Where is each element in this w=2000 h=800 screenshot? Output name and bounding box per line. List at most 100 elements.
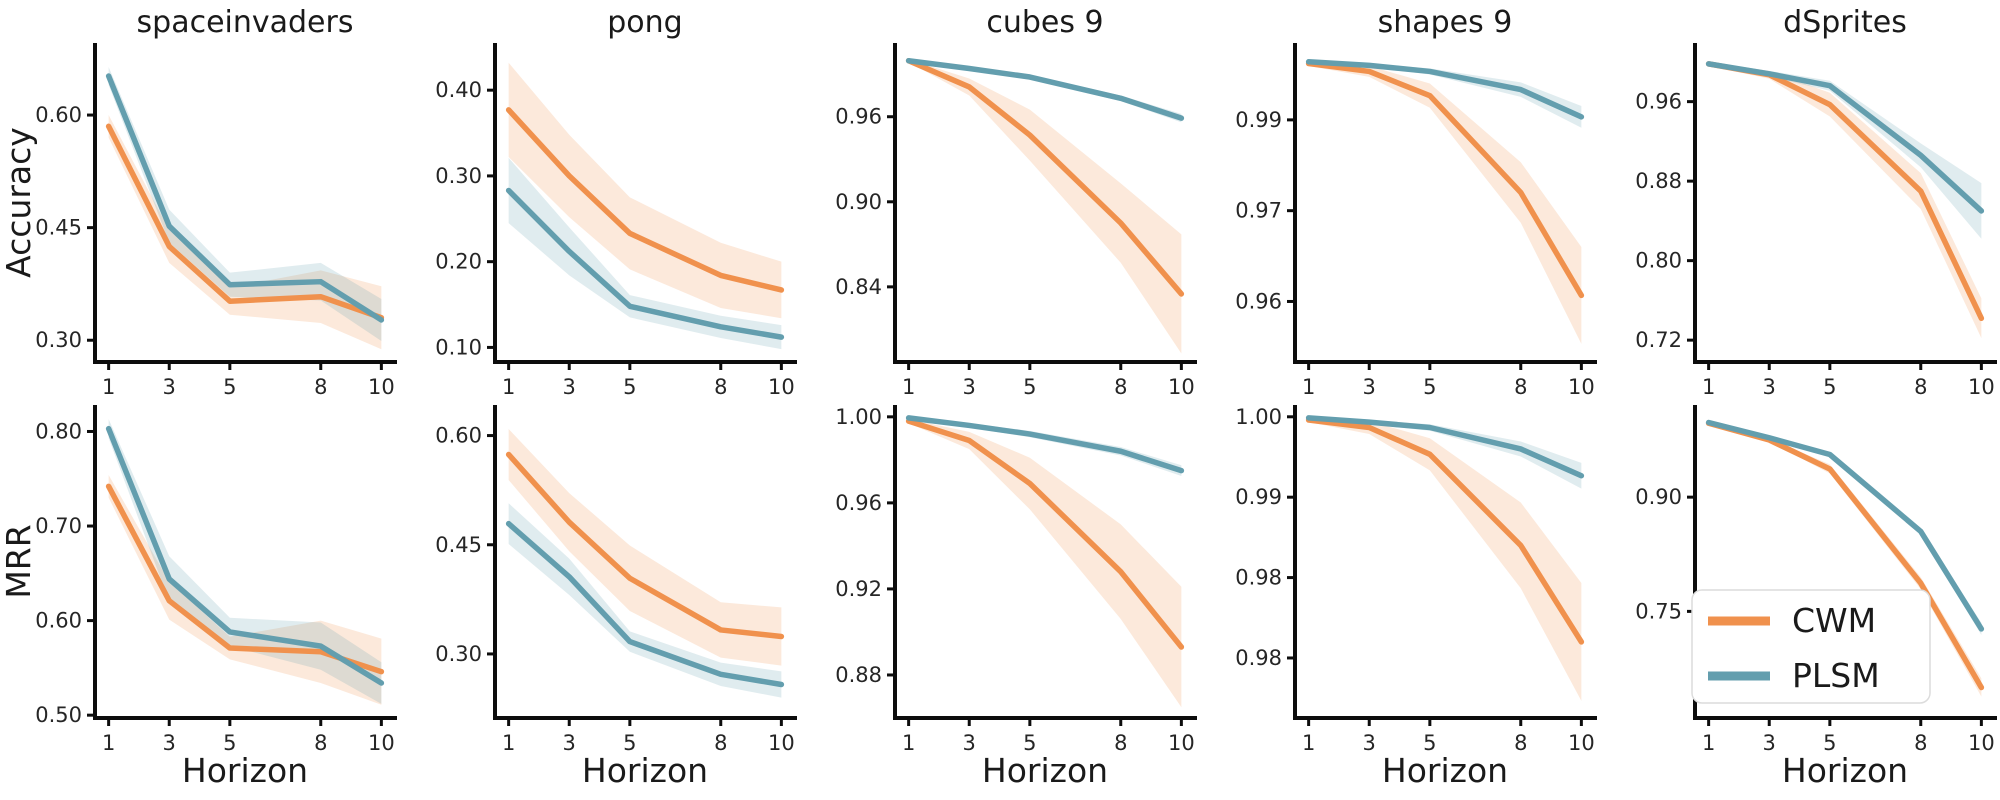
line-plsm (905, 415, 1185, 474)
subplot-title: dSprites (1783, 5, 1907, 40)
x-tick-label: 10 (1968, 375, 1995, 399)
band-plsm (108, 67, 382, 341)
x-tick-label: 5 (223, 375, 236, 399)
line-cwm (105, 123, 385, 321)
band-cwm (108, 115, 382, 350)
x-tick-label: 1 (902, 375, 915, 399)
y-tick-label: 0.96 (835, 491, 882, 515)
y-tick-label: 1.00 (835, 405, 882, 429)
line-plsm (905, 57, 1185, 121)
y-tick-label: 0.88 (1635, 169, 1682, 193)
y-tick-label: 0.92 (835, 577, 882, 601)
line-plsm (1705, 61, 1985, 214)
x-tick-label: 10 (1968, 731, 1995, 755)
line-plsm (505, 187, 785, 340)
line-plsm (1705, 419, 1985, 632)
line-cwm (1305, 417, 1585, 645)
band-plsm (108, 419, 382, 704)
x-tick-label: 1 (1302, 731, 1315, 755)
y-tick-label: 0.80 (35, 419, 82, 443)
y-tick-label: 0.96 (835, 105, 882, 129)
x-axis-label: Horizon (582, 751, 708, 790)
x-tick-label: 3 (163, 375, 176, 399)
legend-label: PLSM (1792, 656, 1880, 695)
y-axis-label: MRR (0, 524, 38, 598)
x-tick-label: 8 (714, 375, 727, 399)
y-tick-label: 0.90 (1635, 485, 1682, 509)
y-tick-label: 0.96 (1635, 90, 1682, 114)
x-tick-label: 3 (1763, 375, 1776, 399)
line-plsm (105, 73, 385, 323)
y-tick-label: 0.60 (35, 609, 82, 633)
x-tick-label: 1 (1702, 375, 1715, 399)
x-tick-label: 8 (1914, 375, 1927, 399)
x-tick-label: 3 (563, 375, 576, 399)
subplot-spaceinvaders-mrr: 0.80 0.70 0.60 0.50 1 3 5 8 10 MRR Horizon (0, 405, 397, 790)
x-tick-label: 1 (1702, 731, 1715, 755)
line-plsm (1305, 59, 1585, 120)
x-tick-label: 8 (1514, 375, 1527, 399)
y-tick-label: 0.45 (35, 216, 82, 240)
subplot-title: spaceinvaders (137, 5, 354, 40)
line-plsm (105, 425, 385, 686)
y-tick-label: 0.96 (1235, 289, 1282, 313)
x-tick-label: 3 (963, 375, 976, 399)
x-tick-label: 1 (1302, 375, 1315, 399)
y-tick-label: 0.84 (835, 275, 882, 299)
y-tick-label: 0.88 (835, 663, 882, 687)
band-cwm (908, 418, 1182, 708)
x-tick-label: 10 (768, 375, 795, 399)
x-tick-label: 8 (1514, 731, 1527, 755)
subplot-dsprites-mrr: 0.90 0.75 1 3 5 8 10 Horizon CWM PLSM (1635, 405, 1997, 790)
legend: CWM PLSM (1691, 589, 1931, 704)
subplot-pong-mrr: 0.60 0.45 0.30 1 3 5 8 10 Horizon (435, 405, 797, 790)
x-tick-label: 5 (223, 731, 236, 755)
y-tick-label: 0.45 (435, 533, 482, 557)
x-axis-label: Horizon (1782, 751, 1908, 790)
x-tick-label: 5 (1423, 375, 1436, 399)
x-tick-label: 10 (1168, 731, 1195, 755)
y-tick-label: 0.99 (1235, 108, 1282, 132)
line-plsm (1305, 415, 1585, 479)
y-tick-label: 0.98 (1235, 566, 1282, 590)
x-tick-label: 8 (714, 731, 727, 755)
x-axis-label: Horizon (182, 751, 308, 790)
x-tick-label: 8 (1914, 731, 1927, 755)
x-tick-label: 8 (314, 375, 327, 399)
y-tick-label: 0.99 (1235, 485, 1282, 509)
line-plsm (505, 520, 785, 688)
x-tick-label: 10 (768, 731, 795, 755)
y-tick-label: 0.40 (435, 78, 482, 102)
y-tick-label: 0.60 (35, 103, 82, 127)
x-tick-label: 1 (502, 731, 515, 755)
y-tick-label: 0.30 (435, 642, 482, 666)
y-tick-label: 0.50 (35, 703, 82, 727)
subplot-cubes9-accuracy: 0.96 0.90 0.84 1 3 5 8 10 cubes 9 (835, 5, 1197, 399)
x-tick-label: 3 (1763, 731, 1776, 755)
y-tick-label: 0.98 (1235, 646, 1282, 670)
y-tick-label: 0.70 (35, 514, 82, 538)
x-tick-label: 10 (1168, 375, 1195, 399)
subplot-pong-accuracy: 0.40 0.30 0.20 0.10 1 3 5 8 10 pong (435, 5, 797, 399)
y-tick-label: 0.10 (435, 335, 482, 359)
band-cwm (508, 429, 782, 666)
y-tick-label: 0.30 (435, 164, 482, 188)
band-plsm (1708, 61, 1982, 239)
line-cwm (505, 107, 785, 293)
x-tick-label: 1 (502, 375, 515, 399)
x-tick-label: 1 (902, 731, 915, 755)
x-tick-label: 3 (963, 731, 976, 755)
x-tick-label: 3 (163, 731, 176, 755)
y-tick-label: 0.75 (1635, 599, 1682, 623)
x-tick-label: 5 (1823, 375, 1836, 399)
y-tick-label: 0.80 (1635, 249, 1682, 273)
y-tick-label: 0.20 (435, 250, 482, 274)
line-cwm (905, 57, 1185, 297)
x-tick-label: 1 (102, 731, 115, 755)
x-tick-label: 5 (1823, 731, 1836, 755)
legend-label: CWM (1792, 601, 1876, 640)
x-axis-label: Horizon (982, 751, 1108, 790)
x-tick-label: 10 (368, 375, 395, 399)
x-axis-label: Horizon (1382, 751, 1508, 790)
